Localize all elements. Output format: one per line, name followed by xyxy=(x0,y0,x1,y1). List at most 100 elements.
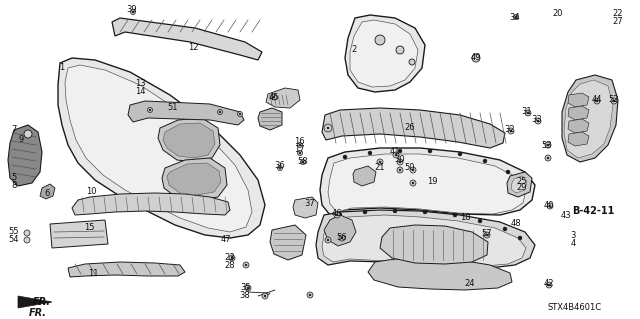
Circle shape xyxy=(336,214,338,216)
Circle shape xyxy=(397,167,403,173)
Circle shape xyxy=(327,127,329,129)
Circle shape xyxy=(341,237,343,239)
Polygon shape xyxy=(40,184,55,199)
Text: 12: 12 xyxy=(188,42,198,51)
Circle shape xyxy=(472,54,480,62)
Text: 17: 17 xyxy=(294,145,304,154)
Circle shape xyxy=(237,112,243,116)
Circle shape xyxy=(271,94,277,100)
Text: 35: 35 xyxy=(241,284,252,293)
Circle shape xyxy=(273,96,275,98)
Circle shape xyxy=(410,180,416,186)
Polygon shape xyxy=(568,132,589,146)
Text: 41: 41 xyxy=(390,147,400,157)
Circle shape xyxy=(518,236,522,240)
Text: 54: 54 xyxy=(9,234,19,243)
Polygon shape xyxy=(380,225,488,264)
Polygon shape xyxy=(345,15,425,92)
Text: 30: 30 xyxy=(395,154,405,164)
Polygon shape xyxy=(258,108,282,130)
Text: 6: 6 xyxy=(44,189,50,197)
Circle shape xyxy=(243,262,249,268)
Polygon shape xyxy=(167,163,221,195)
Circle shape xyxy=(510,130,512,132)
Text: 21: 21 xyxy=(375,162,385,172)
Circle shape xyxy=(298,143,303,147)
Circle shape xyxy=(239,113,241,115)
Circle shape xyxy=(549,205,551,207)
Circle shape xyxy=(535,118,541,124)
Circle shape xyxy=(545,155,551,161)
Text: 23: 23 xyxy=(225,254,236,263)
Circle shape xyxy=(453,213,457,217)
Circle shape xyxy=(307,292,313,298)
Polygon shape xyxy=(324,215,356,246)
Circle shape xyxy=(393,209,397,213)
Circle shape xyxy=(506,170,510,174)
Polygon shape xyxy=(564,80,613,158)
Text: B-42-11: B-42-11 xyxy=(572,206,614,216)
Text: 53: 53 xyxy=(541,140,552,150)
Text: 11: 11 xyxy=(88,270,99,278)
Polygon shape xyxy=(270,225,306,260)
Circle shape xyxy=(396,46,404,54)
Text: 2: 2 xyxy=(351,46,356,55)
Text: 14: 14 xyxy=(135,86,145,95)
Circle shape xyxy=(547,144,549,146)
Circle shape xyxy=(247,287,249,289)
Circle shape xyxy=(613,100,615,102)
Circle shape xyxy=(478,219,482,223)
Circle shape xyxy=(375,35,385,45)
Circle shape xyxy=(334,212,340,218)
Polygon shape xyxy=(163,123,215,158)
Text: 50: 50 xyxy=(404,164,415,173)
Text: 7: 7 xyxy=(12,125,17,135)
Circle shape xyxy=(379,161,381,163)
Text: 5: 5 xyxy=(12,174,17,182)
Circle shape xyxy=(298,151,303,155)
Circle shape xyxy=(423,210,427,214)
Text: 32: 32 xyxy=(505,125,515,135)
Circle shape xyxy=(486,234,488,236)
Circle shape xyxy=(231,257,233,259)
Circle shape xyxy=(279,167,281,169)
Polygon shape xyxy=(350,20,418,87)
Text: 29: 29 xyxy=(516,183,527,192)
Polygon shape xyxy=(328,154,526,214)
Text: 52: 52 xyxy=(609,95,620,105)
Polygon shape xyxy=(18,296,52,308)
Circle shape xyxy=(483,159,487,163)
Circle shape xyxy=(547,203,553,209)
Text: 37: 37 xyxy=(305,198,316,207)
Circle shape xyxy=(149,109,151,111)
Text: 34: 34 xyxy=(509,12,520,21)
Text: 45: 45 xyxy=(269,93,279,101)
Circle shape xyxy=(147,108,152,113)
Circle shape xyxy=(309,294,311,296)
Text: 38: 38 xyxy=(239,291,250,300)
Circle shape xyxy=(324,124,332,132)
Text: 42: 42 xyxy=(544,279,554,288)
Circle shape xyxy=(24,237,30,243)
Text: 25: 25 xyxy=(516,176,527,186)
Polygon shape xyxy=(162,158,227,200)
Circle shape xyxy=(302,161,304,163)
Text: 1: 1 xyxy=(60,63,65,72)
Polygon shape xyxy=(128,101,244,125)
Circle shape xyxy=(377,159,383,165)
Polygon shape xyxy=(158,118,220,162)
Circle shape xyxy=(548,284,550,286)
Polygon shape xyxy=(507,172,532,197)
Text: 44: 44 xyxy=(592,95,602,105)
Circle shape xyxy=(245,285,251,291)
Circle shape xyxy=(594,98,600,104)
Circle shape xyxy=(24,130,32,138)
Text: 57: 57 xyxy=(482,229,492,239)
Text: 46: 46 xyxy=(332,209,342,218)
Polygon shape xyxy=(293,197,318,218)
Circle shape xyxy=(278,166,282,170)
Polygon shape xyxy=(50,220,108,248)
Text: 43: 43 xyxy=(561,211,572,219)
Text: 48: 48 xyxy=(511,219,522,228)
Circle shape xyxy=(398,149,402,153)
